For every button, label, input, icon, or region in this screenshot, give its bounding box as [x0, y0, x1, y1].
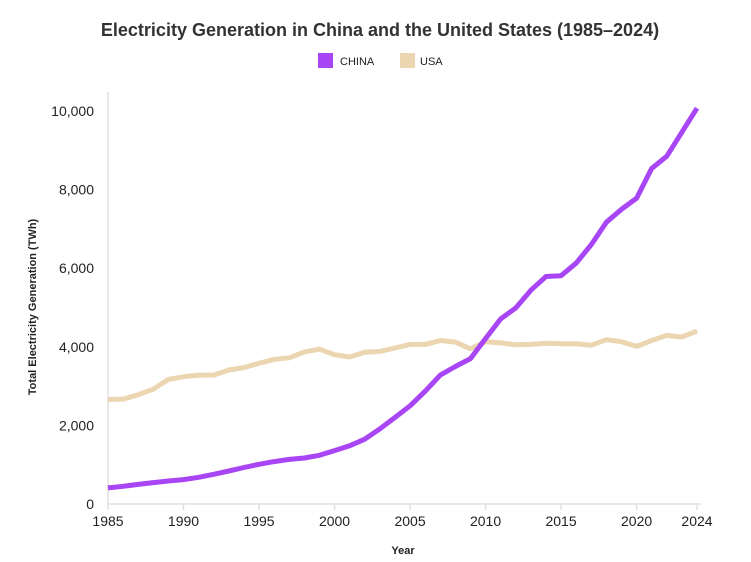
x-tick-label: 2005: [394, 513, 425, 529]
x-tick-label: 1995: [243, 513, 274, 529]
legend-label-usa: USA: [420, 56, 443, 68]
series-line-usa: [107, 328, 698, 402]
x-tick-label: 2024: [681, 513, 712, 529]
legend-swatch-china: [318, 53, 333, 68]
x-tick-label: 1990: [168, 513, 199, 529]
y-tick-label: 6,000: [59, 260, 94, 276]
y-tick-label: 8,000: [59, 182, 94, 198]
y-tick-label: 10,000: [51, 103, 94, 119]
legend: CHINA USA: [318, 53, 443, 68]
y-axis-label: Total Electricity Generation (TWh): [27, 218, 39, 395]
x-axis-label: Year: [391, 545, 415, 557]
x-tick-label: 2015: [545, 513, 576, 529]
y-tick-label: 4,000: [59, 339, 94, 355]
legend-swatch-usa: [400, 53, 415, 68]
y-tick-label: 2,000: [59, 417, 94, 433]
y-tick-label: 0: [86, 496, 94, 512]
legend-label-china: CHINA: [340, 56, 375, 68]
x-tick-label: 2010: [470, 513, 501, 529]
x-tick-label: 2000: [319, 513, 350, 529]
x-tick-label: 2020: [621, 513, 652, 529]
x-tick-label: 1985: [92, 513, 123, 529]
axes: 0 2,000 4,000 6,000 8,000 10,000 1985 1990 1995 2…: [51, 92, 713, 529]
series-lines: [107, 106, 700, 491]
series-line-china: [107, 106, 700, 491]
chart-title: Electricity Generation in China and the …: [101, 20, 659, 40]
